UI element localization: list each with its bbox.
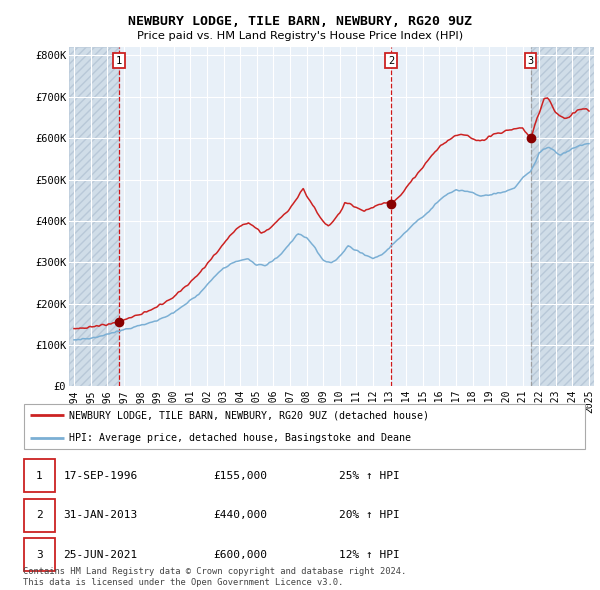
Text: 2: 2 <box>388 55 394 65</box>
Text: £440,000: £440,000 <box>214 510 268 520</box>
Text: HPI: Average price, detached house, Basingstoke and Deane: HPI: Average price, detached house, Basi… <box>69 433 411 443</box>
Text: 1: 1 <box>116 55 122 65</box>
Text: 17-SEP-1996: 17-SEP-1996 <box>64 471 138 480</box>
Text: £155,000: £155,000 <box>214 471 268 480</box>
Text: NEWBURY LODGE, TILE BARN, NEWBURY, RG20 9UZ (detached house): NEWBURY LODGE, TILE BARN, NEWBURY, RG20 … <box>69 410 429 420</box>
Text: 2: 2 <box>36 510 43 520</box>
Text: 25% ↑ HPI: 25% ↑ HPI <box>338 471 399 480</box>
Text: 12% ↑ HPI: 12% ↑ HPI <box>338 550 399 559</box>
Text: 1: 1 <box>36 471 43 480</box>
Text: Contains HM Land Registry data © Crown copyright and database right 2024.: Contains HM Land Registry data © Crown c… <box>23 567 406 576</box>
Text: This data is licensed under the Open Government Licence v3.0.: This data is licensed under the Open Gov… <box>23 578 343 587</box>
Text: Price paid vs. HM Land Registry's House Price Index (HPI): Price paid vs. HM Land Registry's House … <box>137 31 463 41</box>
Text: 31-JAN-2013: 31-JAN-2013 <box>64 510 138 520</box>
Text: NEWBURY LODGE, TILE BARN, NEWBURY, RG20 9UZ: NEWBURY LODGE, TILE BARN, NEWBURY, RG20 … <box>128 15 472 28</box>
FancyBboxPatch shape <box>24 459 55 492</box>
FancyBboxPatch shape <box>24 538 55 571</box>
FancyBboxPatch shape <box>24 499 55 532</box>
Text: 20% ↑ HPI: 20% ↑ HPI <box>338 510 399 520</box>
Text: 3: 3 <box>527 55 534 65</box>
Text: £600,000: £600,000 <box>214 550 268 559</box>
Text: 3: 3 <box>36 550 43 559</box>
Text: 25-JUN-2021: 25-JUN-2021 <box>64 550 138 559</box>
FancyBboxPatch shape <box>24 404 585 449</box>
